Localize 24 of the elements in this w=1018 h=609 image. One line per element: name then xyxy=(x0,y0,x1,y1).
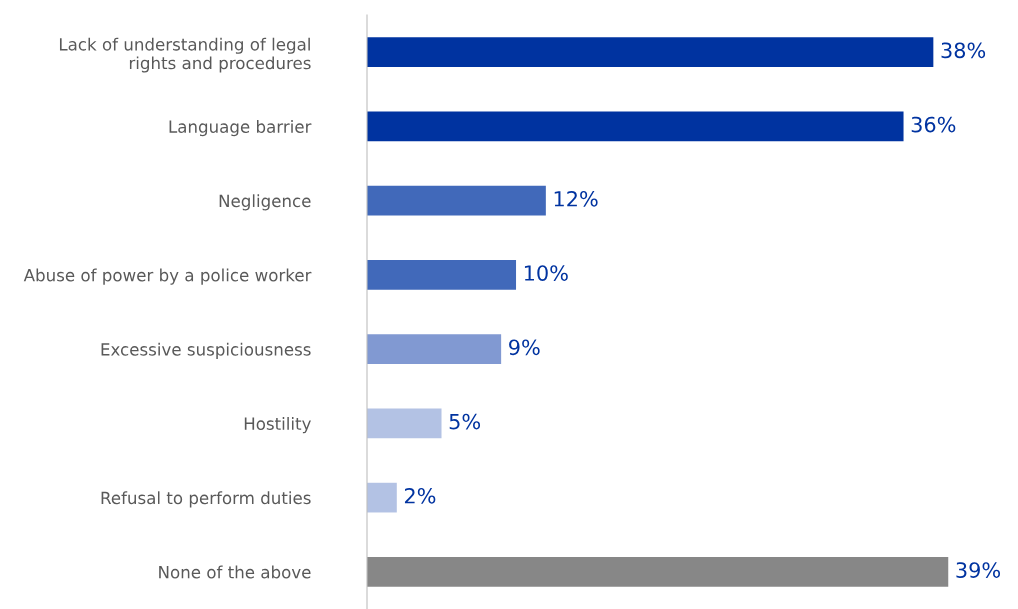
data-label: 9% xyxy=(509,339,540,356)
y-tick-label: Refusal to perform duties xyxy=(101,491,311,508)
y-tick-label: Language barrier xyxy=(169,120,312,137)
data-label: 10% xyxy=(524,265,568,281)
bar xyxy=(367,111,904,142)
y-tick-label: None of the above xyxy=(159,565,311,579)
bar xyxy=(367,408,442,439)
y-tick-label: Excessive suspiciousness xyxy=(101,342,311,359)
bar xyxy=(367,260,517,290)
bar xyxy=(367,37,934,67)
data-label: 36% xyxy=(911,116,956,133)
data-label: 39% xyxy=(956,562,1001,578)
y-tick-label: Abuse of power by a police worker xyxy=(23,268,312,285)
bar xyxy=(367,557,949,587)
data-label: 12% xyxy=(554,190,598,207)
y-tick-label: Lack of understanding of legal rights and procedures xyxy=(59,37,311,73)
bar xyxy=(367,334,502,364)
data-label: 5% xyxy=(449,413,481,430)
y-tick-label: Negligence xyxy=(219,194,311,211)
y-tick-label: Hostility xyxy=(244,417,311,434)
data-label: 2% xyxy=(404,487,436,504)
bar xyxy=(367,185,546,216)
data-label: 38% xyxy=(941,42,986,59)
bar xyxy=(367,482,397,513)
